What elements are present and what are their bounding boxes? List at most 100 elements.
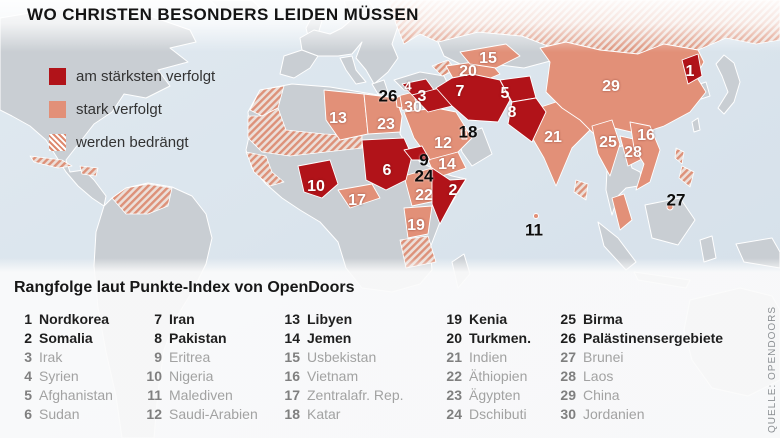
map-rank-label-13: 13 bbox=[329, 110, 347, 127]
ranking-entry-24: 24 Dschibuti bbox=[442, 404, 531, 423]
map-rank-label-22: 22 bbox=[415, 187, 433, 204]
ranking-entry-rank: 11 bbox=[147, 386, 162, 403]
ranking-entry-4: 4 Syrien bbox=[12, 366, 113, 385]
ranking-entry-rank: 7 bbox=[154, 310, 162, 327]
ranking-entry-rank: 22 bbox=[446, 367, 462, 384]
region-west-africa bbox=[245, 151, 285, 187]
map-rank-label-20: 20 bbox=[459, 63, 477, 80]
map-rank-label-7: 7 bbox=[455, 83, 465, 100]
ranking-entry-rank: 14 bbox=[284, 329, 300, 346]
map-rank-label-26: 26 bbox=[378, 86, 398, 106]
ranking-entry-country: Iran bbox=[169, 310, 195, 327]
ranking-entry-rank: 16 bbox=[284, 367, 300, 384]
ranking-entry-country: Somalia bbox=[39, 329, 93, 346]
ranking-entry-country: Indien bbox=[469, 348, 508, 365]
ranking-entry-17: 17 Zentralafr. Rep. bbox=[280, 385, 404, 404]
map-rank-label-9: 9 bbox=[419, 150, 429, 170]
legend: am stärksten verfolgt stark verfolgt wer… bbox=[49, 60, 215, 159]
ranking-entry-23: 23 Ägypten bbox=[442, 385, 531, 404]
legend-swatch-strongest bbox=[49, 68, 66, 85]
region-maldives bbox=[533, 213, 539, 219]
ranking-column-2: 7 Iran 8 Pakistan 9 Eritrea 10 Nigeria 11 Malediv… bbox=[142, 309, 258, 423]
ranking-entry-country: Syrien bbox=[39, 367, 79, 384]
map-rank-label-12: 12 bbox=[434, 135, 452, 152]
map-rank-label-10: 10 bbox=[307, 178, 325, 195]
map-rank-label-23: 23 bbox=[377, 116, 395, 133]
legend-label: am stärksten verfolgt bbox=[76, 68, 216, 85]
ranking-entry-country: Katar bbox=[307, 405, 341, 422]
ranking-entry-26: 26 Palästinensergebiete bbox=[556, 328, 723, 347]
ranking-entry-country: China bbox=[583, 386, 620, 403]
ranking-entry-country: Äthiopien bbox=[469, 367, 528, 384]
ranking-entry-country: Afghanistan bbox=[39, 386, 113, 403]
region-nigeria bbox=[297, 159, 339, 199]
ranking-entry-rank: 3 bbox=[24, 348, 32, 365]
ranking-entry-15: 15 Usbekistan bbox=[280, 347, 404, 366]
region-italy bbox=[339, 55, 367, 85]
ranking-entry-rank: 20 bbox=[446, 329, 462, 346]
map-rank-label-1: 1 bbox=[685, 63, 695, 80]
ranking-entry-22: 22 Äthiopien bbox=[442, 366, 531, 385]
ranking-entry-20: 20 Turkmen. bbox=[442, 328, 531, 347]
map-rank-label-15: 15 bbox=[479, 50, 497, 67]
map-rank-label-11: 11 bbox=[525, 220, 543, 240]
region-cuba bbox=[29, 155, 73, 169]
ranking-entry-6: 6 Sudan bbox=[12, 404, 113, 423]
ranking-entry-5: 5 Afghanistan bbox=[12, 385, 113, 404]
region-myanmar bbox=[591, 119, 621, 177]
ranking-entry-country: Sudan bbox=[39, 405, 80, 422]
ranking-entry-country: Jemen bbox=[307, 329, 352, 346]
strongest-persecuted-regions bbox=[297, 53, 703, 225]
region-central-african-republic bbox=[337, 183, 381, 209]
map-rank-label-25: 25 bbox=[599, 134, 617, 151]
ranking-entry-11: 11 Malediven bbox=[142, 385, 258, 404]
ranking-heading: Rangfolge laut Punkte-Index von OpenDoor… bbox=[14, 279, 355, 296]
ranking-entry-rank: 12 bbox=[146, 405, 162, 422]
ranking-entry-29: 29 China bbox=[556, 385, 723, 404]
legend-label: werden bedrängt bbox=[76, 134, 189, 151]
map-rank-label-30: 30 bbox=[404, 99, 422, 116]
ranking-entry-9: 9 Eritrea bbox=[142, 347, 258, 366]
region-taiwan bbox=[691, 117, 701, 133]
legend-label: stark verfolgt bbox=[76, 101, 162, 118]
ranking-entry-country: Nigeria bbox=[169, 367, 214, 384]
region-sri-lanka bbox=[573, 179, 589, 201]
ranking-entry-country: Malediven bbox=[169, 386, 233, 403]
legend-swatch-pressured-hatch-icon bbox=[49, 134, 66, 151]
ranking-entry-country: Ägypten bbox=[469, 386, 521, 403]
ranking-entry-country: Laos bbox=[583, 367, 614, 384]
ranking-entry-rank: 29 bbox=[560, 386, 576, 403]
region-palestine bbox=[395, 95, 403, 109]
region-iran bbox=[435, 73, 511, 123]
ranking-entry-rank: 30 bbox=[560, 405, 576, 422]
ranking-entry-country: Jordanien bbox=[583, 405, 645, 422]
map-rank-label-17: 17 bbox=[348, 192, 366, 209]
ranking-entry-rank: 15 bbox=[284, 348, 300, 365]
ranking-entry-country: Usbekistan bbox=[307, 348, 377, 365]
source-credit: QUELLE: OPENDOORS bbox=[767, 305, 778, 433]
ranking-entry-21: 21 Indien bbox=[442, 347, 531, 366]
ranking-entry-rank: 8 bbox=[154, 329, 162, 346]
ranking-entry-country: Nordkorea bbox=[39, 310, 110, 327]
ranking-entry-country: Libyen bbox=[307, 310, 353, 327]
ranking-entry-rank: 27 bbox=[560, 348, 576, 365]
region-north-korea bbox=[681, 53, 703, 85]
region-colombia-venezuela bbox=[111, 183, 173, 215]
ranking-entry-country: Kenia bbox=[469, 310, 508, 327]
ranking-entry-rank: 4 bbox=[24, 367, 32, 384]
ranking-column-1: 1 Nordkorea 2 Somalia 3 Irak 4 Syrien 5 Afghanist… bbox=[12, 309, 113, 423]
region-japan bbox=[715, 54, 741, 115]
ranking-entry-country: Irak bbox=[39, 348, 63, 365]
ranking-entry-3: 3 Irak bbox=[12, 347, 113, 366]
ranking-entry-country: Turkmen. bbox=[469, 329, 531, 346]
region-vietnam bbox=[629, 121, 661, 191]
region-pakistan bbox=[507, 97, 547, 143]
ranking-entry-country: Pakistan bbox=[169, 329, 227, 346]
map-rank-label-16: 16 bbox=[637, 127, 655, 144]
strongly-persecuted-regions bbox=[323, 41, 707, 239]
map-rank-label-27: 27 bbox=[666, 190, 686, 210]
ranking-entry-1: 1 Nordkorea bbox=[12, 309, 113, 328]
ranking-entry-27: 27 Brunei bbox=[556, 347, 723, 366]
map-rank-label-24: 24 bbox=[414, 166, 434, 186]
ranking-entry-country: Zentralafr. Rep. bbox=[307, 386, 404, 403]
